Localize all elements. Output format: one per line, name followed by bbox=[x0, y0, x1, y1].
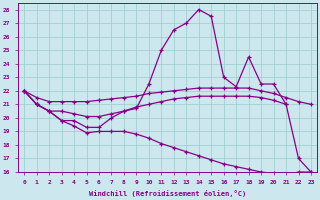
X-axis label: Windchill (Refroidissement éolien,°C): Windchill (Refroidissement éolien,°C) bbox=[89, 190, 246, 197]
